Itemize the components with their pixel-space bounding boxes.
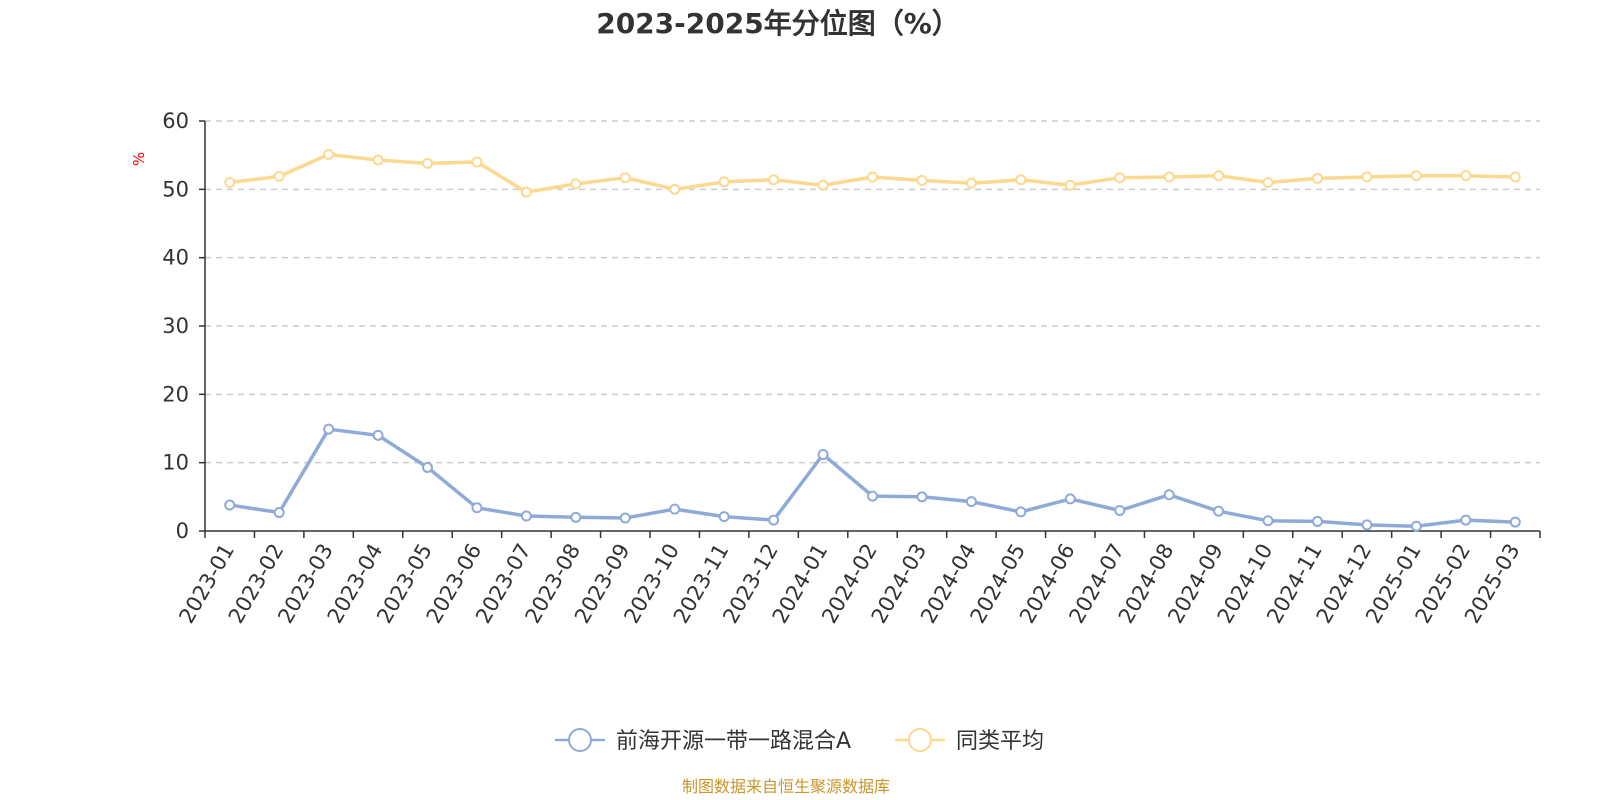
y-tick-label: 30 — [162, 314, 189, 338]
data-point — [323, 423, 335, 435]
data-point — [570, 511, 582, 523]
data-point — [965, 496, 977, 508]
legend-label: 同类平均 — [956, 729, 1044, 754]
data-point — [817, 448, 829, 460]
data-point — [422, 157, 433, 169]
legend[interactable]: 前海开源一带一路混合A 同类平均 — [555, 728, 1044, 754]
data-point — [1114, 505, 1126, 516]
data-point — [1015, 174, 1027, 186]
data-point — [718, 511, 730, 523]
data-point — [1312, 515, 1323, 527]
data-point — [669, 183, 681, 195]
data-point — [1163, 171, 1175, 183]
y-tick-label: 60 — [162, 109, 189, 133]
data-point — [1361, 171, 1373, 183]
legend-marker — [908, 728, 932, 752]
y-tick-label: 10 — [162, 451, 189, 475]
data-point — [817, 179, 829, 191]
series-0 — [224, 423, 1521, 532]
data-point — [520, 510, 532, 522]
y-tick-label: 0 — [176, 519, 189, 543]
data-point — [520, 186, 532, 198]
chart-title: 2023-2025年分位图（%） — [596, 7, 960, 40]
data-point — [570, 178, 582, 190]
data-point — [1312, 172, 1323, 184]
data-point — [1410, 520, 1422, 532]
data-point — [224, 499, 236, 511]
data-point — [1361, 519, 1373, 531]
data-point — [1509, 171, 1521, 183]
data-point — [916, 491, 928, 503]
y-tick-label: 40 — [162, 246, 189, 270]
data-point — [1064, 179, 1076, 191]
grid-lines — [205, 120, 1540, 464]
legend-marker — [568, 728, 592, 752]
data-point — [965, 177, 977, 189]
data-point — [273, 507, 285, 519]
data-point — [867, 171, 878, 183]
legend-item-0[interactable]: 前海开源一带一路混合A — [555, 728, 851, 754]
data-point — [619, 512, 631, 524]
y-tick-label: 20 — [162, 382, 189, 406]
data-point — [669, 503, 681, 515]
y-tick-label: 50 — [162, 177, 189, 201]
data-point — [1064, 493, 1076, 505]
data-point — [1460, 514, 1472, 526]
data-point — [768, 514, 780, 526]
data-point — [323, 148, 335, 160]
data-point — [1509, 516, 1521, 528]
data-point — [372, 154, 384, 166]
data-point — [1163, 489, 1175, 501]
data-point — [1410, 170, 1422, 182]
data-point — [1213, 170, 1225, 182]
legend-label: 前海开源一带一路混合A — [616, 729, 851, 754]
data-point — [718, 176, 730, 188]
data-point — [619, 172, 631, 184]
data-point — [273, 170, 285, 182]
data-point — [471, 502, 483, 514]
data-point — [1015, 506, 1027, 518]
data-point — [422, 461, 433, 473]
data-point — [1114, 172, 1126, 184]
data-point — [867, 490, 878, 502]
data-point — [916, 174, 928, 186]
data-point — [1460, 170, 1472, 182]
series-1 — [224, 148, 1521, 198]
data-point — [768, 174, 780, 186]
legend-item-1[interactable]: 同类平均 — [895, 728, 1044, 754]
data-point — [471, 156, 483, 168]
data-point — [372, 429, 384, 441]
series-line — [229, 427, 1516, 528]
data-point — [1262, 177, 1274, 188]
data-point — [224, 177, 236, 188]
y-axis-unit-label: % — [130, 152, 148, 166]
axes: 01020304050602023-012023-022023-032023-0… — [162, 109, 1541, 627]
data-point — [1262, 515, 1274, 527]
source-note: 制图数据来自恒生聚源数据库 — [682, 777, 890, 796]
data-point — [1213, 505, 1225, 517]
series-lines — [224, 148, 1521, 532]
